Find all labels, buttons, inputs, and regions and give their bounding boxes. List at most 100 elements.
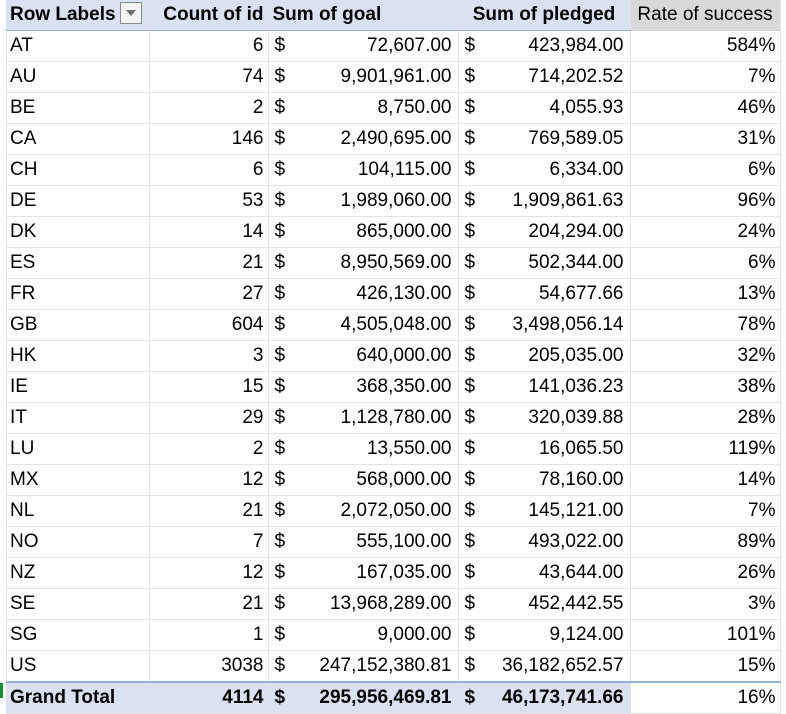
- row-label-cell[interactable]: IT: [6, 402, 150, 434]
- goal-cell[interactable]: $2,072,050.00: [268, 495, 459, 527]
- row-label-cell[interactable]: US: [6, 650, 150, 683]
- count-cell[interactable]: 6: [149, 30, 269, 62]
- count-cell[interactable]: 7: [149, 526, 269, 558]
- rate-cell[interactable]: 31%: [630, 123, 781, 155]
- rate-cell[interactable]: 28%: [630, 402, 781, 434]
- pledged-cell[interactable]: $714,202.52: [458, 61, 631, 93]
- pledged-cell[interactable]: $78,160.00: [458, 464, 631, 496]
- count-cell[interactable]: 2: [149, 92, 269, 124]
- rate-cell[interactable]: 26%: [630, 557, 781, 589]
- row-label-cell[interactable]: FR: [6, 278, 150, 310]
- goal-cell[interactable]: $568,000.00: [268, 464, 459, 496]
- goal-cell[interactable]: $104,115.00: [268, 154, 459, 186]
- rate-cell[interactable]: 3%: [630, 588, 781, 620]
- row-label-cell[interactable]: CH: [6, 154, 150, 186]
- goal-cell[interactable]: $8,950,569.00: [268, 247, 459, 279]
- row-label-cell[interactable]: AU: [6, 61, 150, 93]
- pledged-cell[interactable]: $1,909,861.63: [458, 185, 631, 217]
- count-cell[interactable]: 21: [149, 495, 269, 527]
- rate-cell[interactable]: 101%: [630, 619, 781, 651]
- count-cell[interactable]: 604: [149, 309, 269, 341]
- goal-cell[interactable]: $368,350.00: [268, 371, 459, 403]
- pledged-cell[interactable]: $502,344.00: [458, 247, 631, 279]
- goal-cell[interactable]: $72,607.00: [268, 30, 459, 62]
- goal-cell[interactable]: $9,901,961.00: [268, 61, 459, 93]
- row-label-cell[interactable]: NL: [6, 495, 150, 527]
- rate-cell[interactable]: 96%: [630, 185, 781, 217]
- row-label-cell[interactable]: AT: [6, 30, 150, 62]
- header-rate[interactable]: Rate of success: [630, 0, 781, 31]
- goal-cell[interactable]: $2,490,695.00: [268, 123, 459, 155]
- pledged-cell[interactable]: $769,589.05: [458, 123, 631, 155]
- count-cell[interactable]: 1: [149, 619, 269, 651]
- row-label-cell[interactable]: ES: [6, 247, 150, 279]
- row-label-cell[interactable]: HK: [6, 340, 150, 372]
- goal-cell[interactable]: $865,000.00: [268, 216, 459, 248]
- count-cell[interactable]: 12: [149, 464, 269, 496]
- goal-cell[interactable]: $8,750.00: [268, 92, 459, 124]
- row-label-cell[interactable]: MX: [6, 464, 150, 496]
- header-row-labels[interactable]: Row Labels: [6, 0, 150, 31]
- rate-cell[interactable]: 7%: [630, 61, 781, 93]
- rate-cell[interactable]: 38%: [630, 371, 781, 403]
- rate-cell[interactable]: 24%: [630, 216, 781, 248]
- row-label-cell[interactable]: NZ: [6, 557, 150, 589]
- goal-cell[interactable]: $640,000.00: [268, 340, 459, 372]
- pledged-cell[interactable]: $320,039.88: [458, 402, 631, 434]
- rate-cell[interactable]: 6%: [630, 247, 781, 279]
- goal-cell[interactable]: $13,968,289.00: [268, 588, 459, 620]
- row-label-cell[interactable]: IE: [6, 371, 150, 403]
- row-label-cell[interactable]: DE: [6, 185, 150, 217]
- header-goal[interactable]: Sum of goal: [268, 0, 459, 31]
- filter-dropdown-icon[interactable]: [119, 1, 142, 24]
- pledged-cell[interactable]: $145,121.00: [458, 495, 631, 527]
- count-cell[interactable]: 146: [149, 123, 269, 155]
- rate-cell[interactable]: 89%: [630, 526, 781, 558]
- header-pledged[interactable]: Sum of pledged: [458, 0, 631, 31]
- count-cell[interactable]: 15: [149, 371, 269, 403]
- rate-cell[interactable]: 584%: [630, 30, 781, 62]
- row-label-cell[interactable]: LU: [6, 433, 150, 465]
- count-cell[interactable]: 6: [149, 154, 269, 186]
- pledged-cell[interactable]: $16,065.50: [458, 433, 631, 465]
- count-cell[interactable]: 2: [149, 433, 269, 465]
- pledged-cell[interactable]: $204,294.00: [458, 216, 631, 248]
- rate-cell[interactable]: 7%: [630, 495, 781, 527]
- goal-cell[interactable]: $167,035.00: [268, 557, 459, 589]
- pledged-cell[interactable]: $423,984.00: [458, 30, 631, 62]
- rate-cell[interactable]: 14%: [630, 464, 781, 496]
- count-cell[interactable]: 29: [149, 402, 269, 434]
- count-cell[interactable]: 21: [149, 247, 269, 279]
- row-label-cell[interactable]: SG: [6, 619, 150, 651]
- row-label-cell[interactable]: BE: [6, 92, 150, 124]
- row-label-cell[interactable]: SE: [6, 588, 150, 620]
- count-cell[interactable]: 14: [149, 216, 269, 248]
- goal-cell[interactable]: $13,550.00: [268, 433, 459, 465]
- goal-cell[interactable]: $9,000.00: [268, 619, 459, 651]
- row-label-cell[interactable]: DK: [6, 216, 150, 248]
- rate-cell[interactable]: 78%: [630, 309, 781, 341]
- row-label-cell[interactable]: NO: [6, 526, 150, 558]
- pledged-cell[interactable]: $4,055.93: [458, 92, 631, 124]
- count-cell[interactable]: 27: [149, 278, 269, 310]
- row-label-cell[interactable]: CA: [6, 123, 150, 155]
- count-cell[interactable]: 74: [149, 61, 269, 93]
- pledged-cell[interactable]: $141,036.23: [458, 371, 631, 403]
- goal-cell[interactable]: $426,130.00: [268, 278, 459, 310]
- pledged-cell[interactable]: $43,644.00: [458, 557, 631, 589]
- count-cell[interactable]: 21: [149, 588, 269, 620]
- pledged-cell[interactable]: $9,124.00: [458, 619, 631, 651]
- rate-cell[interactable]: 119%: [630, 433, 781, 465]
- rate-cell[interactable]: 15%: [630, 650, 781, 683]
- rate-cell[interactable]: 32%: [630, 340, 781, 372]
- count-cell[interactable]: 3038: [149, 650, 269, 683]
- count-cell[interactable]: 3: [149, 340, 269, 372]
- row-label-cell[interactable]: GB: [6, 309, 150, 341]
- pledged-cell[interactable]: $205,035.00: [458, 340, 631, 372]
- rate-cell[interactable]: 6%: [630, 154, 781, 186]
- pledged-cell[interactable]: $493,022.00: [458, 526, 631, 558]
- goal-cell[interactable]: $4,505,048.00: [268, 309, 459, 341]
- pledged-cell[interactable]: $54,677.66: [458, 278, 631, 310]
- rate-cell[interactable]: 46%: [630, 92, 781, 124]
- goal-cell[interactable]: $555,100.00: [268, 526, 459, 558]
